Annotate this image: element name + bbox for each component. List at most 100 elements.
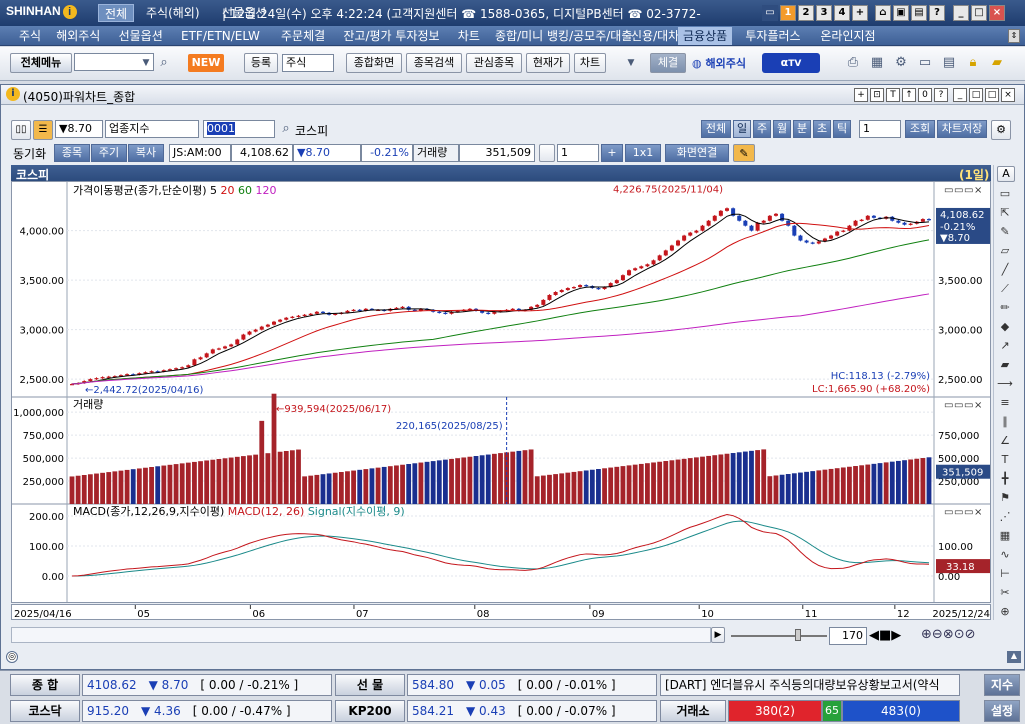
play-icon[interactable]: ▶ [891, 628, 902, 643]
grid-button[interactable]: 1x1 [625, 144, 661, 162]
new-badge[interactable]: NEW [188, 54, 224, 72]
pane-close-icon[interactable]: × [974, 507, 982, 518]
channel-icon[interactable]: ∥ [1002, 415, 1008, 428]
maximize-icon[interactable]: □ [971, 5, 987, 21]
menu-item-3[interactable]: ETF/ETN/ELW [181, 29, 260, 43]
menu-item-0[interactable]: 주식 [19, 29, 42, 43]
period-tab-6[interactable]: 틱 [833, 120, 851, 138]
fib-icon[interactable]: ≡ [1000, 396, 1010, 409]
window-close-icon[interactable]: × [1001, 88, 1015, 102]
all-menu-button[interactable]: 전체메뉴 [10, 53, 72, 73]
save-chart-button[interactable]: 차트저장 [937, 120, 987, 138]
tv-button[interactable]: αTV [762, 53, 820, 73]
pane-button-icon[interactable]: ▭ [954, 185, 963, 196]
index-type-select[interactable]: 업종지수 [105, 120, 199, 138]
pencil-icon[interactable]: ✏ [1000, 301, 1010, 314]
period-tab-1[interactable]: 일 [733, 120, 751, 138]
zoom-area-icon[interactable]: ⊘ [964, 627, 976, 642]
sync-stock-button[interactable]: 종목 [54, 144, 90, 162]
scroll-right-icon[interactable]: ▶ [711, 627, 725, 643]
add-split-icon[interactable]: + [601, 144, 623, 162]
period-tab-2[interactable]: 주 [753, 120, 771, 138]
status-value-box[interactable]: 915.20 ▼ 4.36 [ 0.00 / -0.47% ] [82, 700, 332, 722]
combined-screen-button[interactable]: 종합화면 [346, 53, 402, 73]
calculator-icon[interactable]: ▦ [870, 55, 884, 70]
pane-button-icon[interactable]: ▭ [944, 507, 953, 518]
search-icon[interactable]: ⌕ [282, 121, 290, 136]
zoom-fit-icon[interactable]: ⊙ [953, 627, 965, 642]
tab-all[interactable]: 전체 [98, 4, 135, 22]
home-icon[interactable]: ⌂ [875, 5, 891, 21]
settings-button[interactable]: 설정 [984, 700, 1020, 722]
minimize-icon[interactable]: _ [953, 5, 969, 21]
cross-icon[interactable]: ╋ [1001, 472, 1009, 485]
print-icon[interactable]: ▤ [911, 5, 927, 21]
menu-item-10[interactable]: 신용/대차 [631, 29, 680, 43]
menu-item-2[interactable]: 선물옵션 [118, 29, 163, 43]
pen-icon[interactable]: ✎ [733, 144, 755, 162]
menu-item-12[interactable]: 투자플러스 [745, 29, 801, 43]
chart-a-button[interactable]: A [997, 166, 1015, 182]
cycle-icon[interactable]: ∿ [1000, 548, 1010, 561]
draw-icon[interactable]: ✎ [1000, 225, 1010, 238]
menu-item-9[interactable]: 뱅킹/공모주/대출 [547, 29, 633, 43]
search-icon[interactable]: ⌕ [160, 55, 168, 70]
lock-icon[interactable]: 🔒︎ [969, 55, 977, 70]
arrow-icon[interactable]: ↗ [1000, 339, 1010, 352]
pane-button-icon[interactable]: ▭ [954, 507, 963, 518]
printer-icon[interactable]: ⎙ [847, 55, 859, 70]
color-checkbox[interactable] [539, 144, 555, 162]
help-icon[interactable]: ? [929, 5, 945, 21]
interest-stocks-button[interactable]: 관심종목 [466, 53, 522, 73]
chat-icon[interactable]: ▭ [762, 5, 778, 21]
zoom-slider[interactable] [731, 635, 827, 637]
status-value-box[interactable]: 4108.62 ▼ 8.70 [ 0.00 / -0.21% ] [82, 674, 332, 696]
eraser-icon[interactable]: ▱ [1000, 244, 1010, 257]
chart-button[interactable]: 차트 [574, 53, 606, 73]
status-value-box[interactable]: 584.80 ▼ 0.05 [ 0.00 / -0.01% ] [407, 674, 657, 696]
horizontal-scrollbar[interactable] [11, 627, 711, 643]
lock-icon[interactable]: ▣ [893, 5, 909, 21]
zoom-controls[interactable]: ⊕⊖⊗⊙⊘ [921, 627, 976, 642]
screen-2-button[interactable]: 2 [798, 5, 814, 21]
period-tab-5[interactable]: 초 [813, 120, 831, 138]
stock-type-select[interactable]: 주식 [282, 54, 334, 72]
period-tab-4[interactable]: 분 [793, 120, 811, 138]
menu-item-13[interactable]: 온라인지점 [820, 29, 876, 43]
zoom-out-icon[interactable]: ⊖ [931, 627, 943, 642]
pane-button-icon[interactable]: ▭ [964, 400, 973, 411]
menu-item-8[interactable]: 종합/미니 [495, 29, 544, 43]
settings-gear-icon[interactable]: ⚙ [991, 120, 1011, 140]
pane-close-icon[interactable]: × [974, 185, 982, 196]
index-button[interactable]: 지수 [984, 674, 1020, 696]
window-icon[interactable]: ▭ [918, 55, 932, 70]
split-select[interactable]: 1 [557, 144, 599, 162]
stock-search-button[interactable]: 종목검색 [406, 53, 462, 73]
expand-icon[interactable]: ▲ [1007, 651, 1021, 663]
chart-area[interactable]: 4,000.004,000.003,500.003,500.003,000.00… [11, 181, 991, 603]
ray-icon[interactable]: ⟶ [997, 377, 1013, 390]
code-input[interactable]: 0001 [207, 122, 235, 135]
trend-icon[interactable]: ⟋ [1001, 282, 1009, 295]
gear-icon[interactable]: ⚙ [895, 55, 907, 70]
folder-icon[interactable]: ▰ [992, 55, 1002, 70]
menu-item-7[interactable]: 차트 [457, 29, 480, 43]
pane-button-icon[interactable]: ▭ [944, 185, 953, 196]
link-screen-button[interactable]: 화면연결 [665, 144, 729, 162]
toggle-panel-icon[interactable]: ▯▯ [11, 120, 31, 140]
zero-icon[interactable]: 0 [918, 88, 932, 102]
menu-scroll-icon[interactable]: ⇕ [1008, 29, 1020, 43]
add-icon[interactable]: + [854, 88, 868, 102]
flag-icon[interactable]: ⚑ [1000, 491, 1010, 504]
query-button[interactable]: 조회 [905, 120, 935, 138]
resize-icon[interactable]: ⇱ [1000, 206, 1010, 219]
menu-item-4[interactable]: 주문체결 [281, 29, 326, 43]
pin-icon[interactable]: ⊡ [870, 88, 884, 102]
menu-item-11[interactable]: 금융상품 [678, 27, 733, 45]
link-icon[interactable]: ↑ [902, 88, 916, 102]
register-button[interactable]: 등록 [244, 53, 278, 73]
menu-search-input[interactable] [74, 53, 154, 71]
layout-icon[interactable]: ▤ [942, 55, 956, 70]
cut-icon[interactable]: ✂ [1000, 586, 1010, 599]
pane-button-icon[interactable]: ▭ [944, 400, 953, 411]
